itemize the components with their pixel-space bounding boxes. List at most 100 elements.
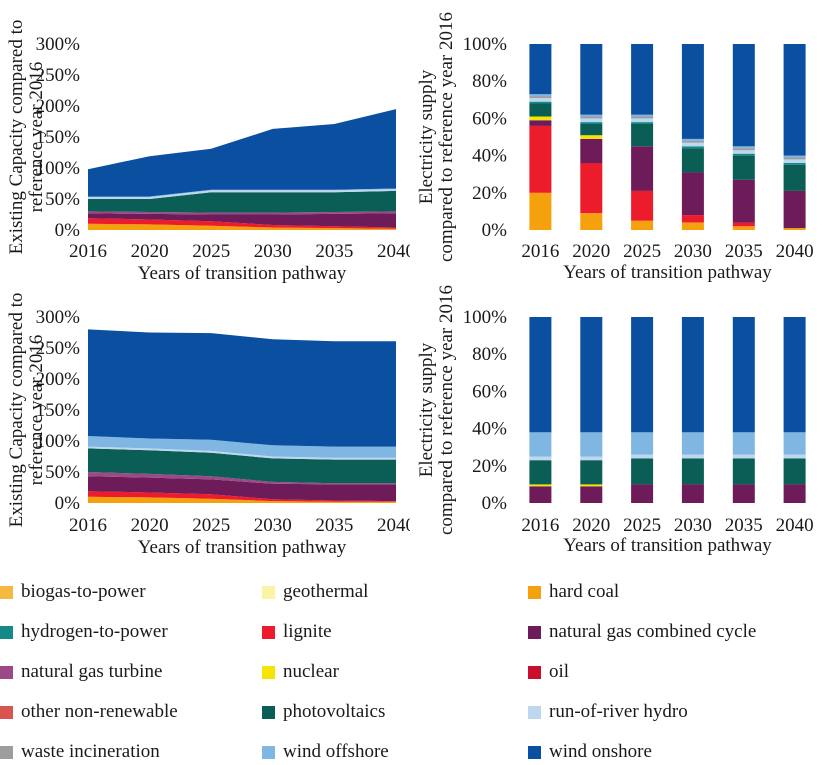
y-tick-label: 100%	[36, 431, 81, 452]
legend-swatch	[262, 625, 275, 639]
bar-lignite	[529, 125, 552, 193]
bar-hydrogen-to-power	[732, 153, 755, 156]
bar-run-of-river-hydro	[783, 159, 806, 163]
bar-natural-gas-combined-cycle	[631, 146, 654, 191]
x-tick-label: 2025	[192, 515, 230, 536]
bar-hydrogen-to-power	[783, 163, 806, 165]
x-tick-label: 2030	[254, 515, 292, 536]
legend-item-biogas-to-power: biogas-to-power	[0, 579, 146, 605]
bar-wind-onshore	[580, 44, 603, 115]
legend-swatch	[262, 705, 275, 719]
x-tick-label: 2030	[254, 241, 292, 262]
bar-natural-gas-combined-cycle	[631, 484, 654, 503]
bar-photovoltaics	[529, 103, 552, 117]
legend-label: wind offshore	[283, 741, 389, 762]
x-tick-label: 2040	[776, 515, 814, 536]
area-natural-gas-turbine	[88, 472, 396, 485]
bar-natural-gas-combined-cycle	[580, 486, 603, 503]
x-tick-label: 2016	[521, 515, 559, 536]
x-tick-label: 2020	[131, 515, 169, 536]
x-tick-label: 2030	[674, 515, 712, 536]
legend-item-wind-offshore: wind offshore	[262, 739, 389, 765]
legend-swatch	[528, 625, 541, 639]
bar-run-of-river-hydro	[631, 118, 654, 123]
bar-run-of-river-hydro	[681, 142, 704, 147]
legend-label: natural gas combined cycle	[549, 621, 757, 642]
legend-swatch	[528, 665, 541, 679]
area-lignite	[88, 491, 396, 502]
y-tick-label: 50%	[45, 462, 80, 483]
bar-hard-coal	[631, 220, 654, 230]
area-hard-coal	[88, 496, 396, 503]
bar-photovoltaics	[529, 460, 552, 485]
x-tick-label: 2020	[572, 241, 610, 262]
x-tick-label: 2035	[725, 515, 763, 536]
area-photovoltaics	[88, 190, 396, 213]
bar-natural-gas-combined-cycle	[732, 179, 755, 223]
bar-wind-offshore	[529, 94, 552, 97]
bar-lignite	[681, 215, 704, 223]
legend-label: other non-renewable	[21, 701, 178, 722]
y-tick-label: 50%	[45, 189, 80, 210]
chart-capacity-top: 0% 50% 100% 150% 200% 250% 300% Existing Capaci…	[0, 0, 410, 285]
bar-run-of-river-hydro	[631, 454, 654, 459]
bar-hard-coal	[529, 192, 552, 230]
y-axis-title-line: Existing Capacity compared to	[6, 20, 27, 255]
x-tick-label: 2040	[776, 241, 814, 262]
bar-nuclear	[580, 484, 603, 487]
legend-label: nuclear	[283, 661, 339, 682]
y-tick-label: 0%	[482, 220, 508, 241]
chart-svg: 0%50%100%150%200%250%300%Existing Capaci…	[6, 20, 410, 284]
legend-swatch	[0, 585, 13, 599]
legend-item-lignite: lignite	[262, 619, 332, 645]
bar-hydrogen-to-power	[529, 101, 552, 104]
bar-wind-onshore	[732, 317, 755, 433]
legend-item-wind-onshore: wind onshore	[528, 739, 652, 765]
legend-swatch	[262, 585, 275, 599]
y-tick-label: 250%	[36, 338, 81, 359]
bar-photovoltaics	[732, 458, 755, 485]
area-natural-gas-combined-cycle	[88, 213, 396, 228]
area-wind-offshore	[88, 436, 396, 458]
legend-swatch	[262, 665, 275, 679]
bar-wind-offshore	[783, 155, 806, 158]
x-axis-title: Years of transition pathway	[138, 537, 347, 558]
bar-waste-incineration	[529, 96, 552, 98]
legend-swatch	[0, 665, 13, 679]
bar-hard-coal	[681, 222, 704, 230]
y-tick-label: 60%	[472, 381, 507, 402]
y-tick-label: 0%	[55, 493, 81, 514]
bar-hard-coal	[783, 228, 806, 230]
bar-wind-offshore	[732, 432, 755, 455]
y-tick-label: 150%	[36, 400, 81, 421]
bar-waste-incineration	[580, 116, 603, 119]
x-tick-label: 2030	[674, 241, 712, 262]
legend-item-natural-gas-combined-cycle: natural gas combined cycle	[528, 619, 756, 645]
bar-run-of-river-hydro	[580, 118, 603, 123]
bar-natural-gas-combined-cycle	[681, 484, 704, 503]
legend-item-hard-coal: hard coal	[528, 579, 619, 605]
bar-wind-offshore	[580, 432, 603, 457]
chart-capacity-bottom: 0% 50% 100% 150% 200% 250% 300% Existing Capaci…	[0, 285, 410, 560]
y-tick-label: 100%	[463, 34, 508, 55]
bar-natural-gas-combined-cycle	[529, 120, 552, 126]
x-tick-label: 2040	[377, 241, 410, 262]
legend-swatch	[528, 705, 541, 719]
bar-natural-gas-combined-cycle	[732, 484, 755, 503]
bar-waste-incineration	[681, 140, 704, 143]
area-run-of-river-hydro	[88, 189, 396, 199]
bar-natural-gas-combined-cycle	[529, 486, 552, 503]
bar-wind-offshore	[681, 432, 704, 455]
x-axis-title: Years of transition pathway	[138, 263, 347, 284]
y-tick-label: 40%	[472, 419, 507, 440]
bar-run-of-river-hydro	[681, 454, 704, 459]
x-tick-label: 2016	[69, 241, 107, 262]
bar-waste-incineration	[783, 157, 806, 160]
legend-swatch	[0, 705, 13, 719]
legend-item-nuclear: nuclear	[262, 659, 339, 685]
area-run-of-river-hydro	[88, 446, 396, 460]
x-axis-title: Years of transition pathway	[563, 535, 772, 556]
bar-wind-offshore	[631, 114, 654, 117]
legend-item-oil: oil	[528, 659, 569, 685]
bar-wind-onshore	[681, 44, 704, 139]
